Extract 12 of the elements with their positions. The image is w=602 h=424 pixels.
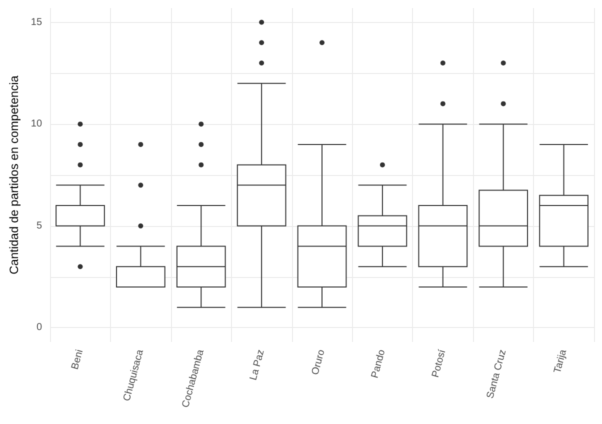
x-tick-label: Santa Cruz <box>485 348 509 400</box>
y-tick-label: 15 <box>30 16 42 28</box>
x-tick-label: Oruro <box>310 348 328 376</box>
y-tick-label: 5 <box>36 220 42 232</box>
x-tick-label: Potosí <box>430 348 448 379</box>
y-tick-label: 0 <box>36 322 42 334</box>
x-tick-label: Pando <box>370 348 388 380</box>
y-tick-label: 10 <box>30 118 42 130</box>
y-axis-title: Cantidad de partidos en competencia <box>7 75 21 274</box>
x-tick-label: Beni <box>70 348 86 371</box>
x-tick-label: La Paz <box>248 348 267 382</box>
x-tick-label: Tarija <box>552 348 570 375</box>
